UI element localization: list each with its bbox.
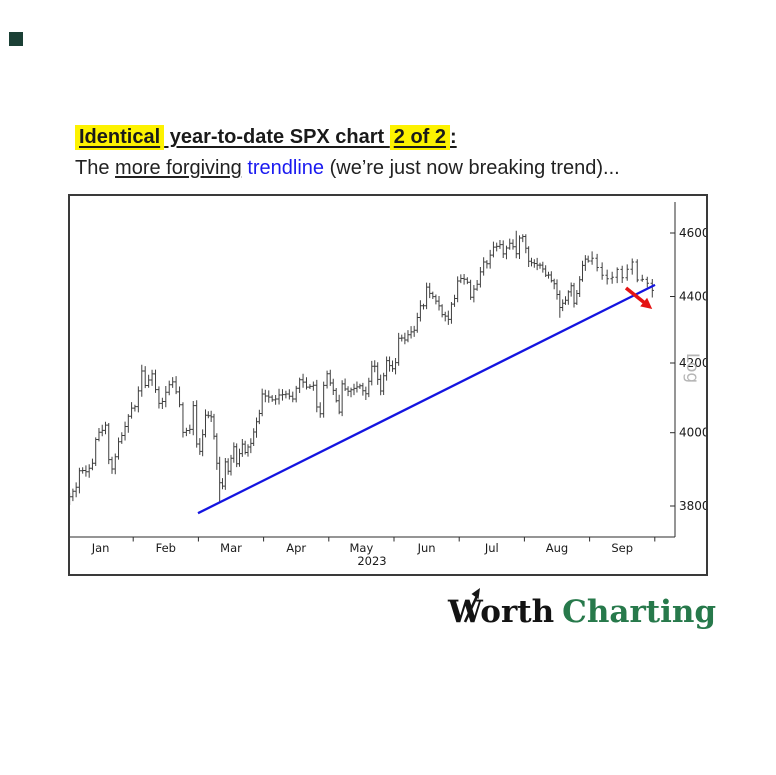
axis-lines xyxy=(70,202,676,538)
breakdown-arrow-shaft xyxy=(624,286,648,306)
month-label: Jul xyxy=(484,541,499,555)
spx-chart: 4600 4400 4200 4000 3800 Log Jan Feb Mar Apr May Ju… xyxy=(70,202,706,568)
month-label: Sep xyxy=(611,541,633,555)
logo-arrow-head xyxy=(471,588,480,599)
log-scale-label: Log xyxy=(682,353,702,383)
logo-arrow-icon xyxy=(463,588,480,623)
open-close-ticks xyxy=(70,236,654,498)
breakdown-arrow-head xyxy=(640,297,653,309)
y-tick-label: 4000 xyxy=(679,426,706,440)
subtitle-trendline-word: trendline xyxy=(247,157,325,179)
worth-charting-logo: Worth Charting xyxy=(448,588,717,630)
price-bars xyxy=(70,230,653,505)
year-label: 2023 xyxy=(357,554,386,568)
subtitle-text-1: The xyxy=(75,157,116,179)
page-subtitle: The more forgiving trendline (we’re just… xyxy=(75,153,620,184)
logo-word-charting: Charting xyxy=(562,594,717,630)
logo-arrow-shaft xyxy=(463,595,479,623)
spx-chart-figure: 4600 4400 4200 4000 3800 Log Jan Feb Mar Apr May Ju… xyxy=(68,194,708,576)
title-highlight-2of2: 2 of 2 xyxy=(389,125,451,150)
month-label: Jun xyxy=(417,541,436,555)
month-label: Aug xyxy=(546,541,568,555)
month-label: Apr xyxy=(286,541,306,555)
month-label: Mar xyxy=(220,541,242,555)
y-tick-label: 4400 xyxy=(679,290,706,304)
brand-corner-square xyxy=(9,32,23,46)
title-text: year-to-date SPX chart xyxy=(164,126,390,148)
month-label: Feb xyxy=(156,541,176,555)
logo-word-worth: Worth xyxy=(448,594,555,630)
subtitle-underlined: more forgiving xyxy=(115,157,242,179)
month-label: Jan xyxy=(91,541,110,555)
month-label: May xyxy=(350,541,374,555)
subtitle-text-2: (we’re just now breaking trend)... xyxy=(324,157,620,179)
y-tick-label: 3800 xyxy=(679,499,706,513)
y-tick-label: 4200 xyxy=(679,356,706,370)
page-title: Identical year-to-date SPX chart 2 of 2: xyxy=(75,122,620,153)
trendline xyxy=(197,283,656,515)
title-colon: : xyxy=(450,126,457,148)
y-tick-label: 4600 xyxy=(679,226,706,240)
title-highlight-identical: Identical xyxy=(75,125,165,150)
heading-block: Identical year-to-date SPX chart 2 of 2:… xyxy=(75,122,620,184)
